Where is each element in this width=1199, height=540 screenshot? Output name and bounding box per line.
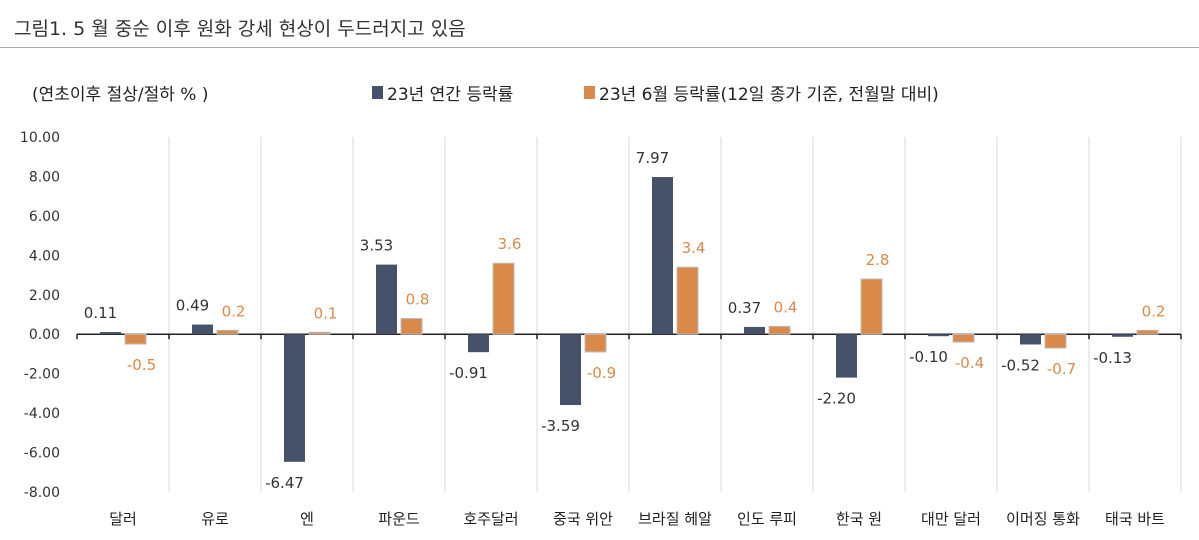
bar-annual xyxy=(836,334,857,378)
data-label: -0.5 xyxy=(127,356,156,374)
y-tick-label: 2.00 xyxy=(29,288,60,304)
data-label: 0.49 xyxy=(176,297,209,315)
bar-june xyxy=(952,333,975,343)
legend-swatch xyxy=(584,86,595,99)
data-label: 0.8 xyxy=(406,290,430,308)
data-label: 3.6 xyxy=(498,235,522,253)
bar-annual xyxy=(100,332,121,335)
y-axis-label: (연초이후 절상/절하 % ) xyxy=(32,85,209,105)
x-tick-label: 인도 루피 xyxy=(737,510,797,528)
bar-annual xyxy=(192,324,213,335)
legend-label: 23년 6월 등락률(12일 종가 기준, 전월말 대비) xyxy=(599,85,939,105)
data-label: 0.1 xyxy=(314,304,338,322)
bar-annual xyxy=(1112,334,1133,337)
data-label: -6.47 xyxy=(265,474,304,492)
bar-june xyxy=(492,262,515,335)
bar-annual xyxy=(560,334,581,406)
x-tick-label: 유로 xyxy=(201,510,229,528)
title-rule xyxy=(0,47,1199,48)
legend-item-annual: 23년 연간 등락률 xyxy=(372,80,513,105)
x-tick-label: 브라질 헤알 xyxy=(638,510,712,528)
bar-annual xyxy=(652,177,673,335)
bar-annual xyxy=(468,334,489,353)
data-label: -3.59 xyxy=(541,417,580,435)
data-label: -0.10 xyxy=(909,348,948,366)
bar-annual xyxy=(928,334,949,337)
x-tick-label: 한국 원 xyxy=(836,510,882,528)
x-tick-label: 이머징 통화 xyxy=(1006,510,1080,528)
bar-june xyxy=(400,317,423,335)
figure-title: 그림1. 5 월 중순 이후 원화 강세 현상이 두드러지고 있음 xyxy=(14,18,466,40)
data-label: -0.9 xyxy=(587,364,616,382)
bar-annual xyxy=(744,326,765,335)
y-tick-label: -2.00 xyxy=(24,367,60,383)
y-tick-label: -6.00 xyxy=(24,446,60,462)
data-label: -0.52 xyxy=(1001,356,1040,374)
bar-annual xyxy=(376,264,397,335)
y-tick-label: -8.00 xyxy=(24,485,60,501)
bar-june xyxy=(676,266,699,335)
bar-june xyxy=(860,278,883,335)
y-tick-label: 8.00 xyxy=(29,169,60,185)
x-tick-label: 호주달러 xyxy=(463,510,518,528)
bar-june xyxy=(308,331,331,335)
legend-label: 23년 연간 등락률 xyxy=(387,85,514,105)
bar-annual xyxy=(1020,334,1041,345)
x-tick-label: 엔 xyxy=(300,510,314,528)
data-label: 3.53 xyxy=(360,237,393,255)
x-tick-label: 달러 xyxy=(109,510,137,528)
data-label: -0.4 xyxy=(955,354,984,372)
bar-june xyxy=(768,325,791,335)
bar-june xyxy=(1044,333,1067,349)
data-label: -0.13 xyxy=(1093,349,1132,367)
bar-annual xyxy=(284,334,305,462)
y-tick-label: 6.00 xyxy=(29,209,60,225)
data-label: 3.4 xyxy=(682,239,706,257)
bar-june xyxy=(584,333,607,353)
bar-june xyxy=(124,333,147,345)
data-label: 7.97 xyxy=(636,149,669,167)
y-tick-label: 0.00 xyxy=(29,327,60,343)
x-tick-label: 태국 바트 xyxy=(1105,510,1165,528)
data-label: 2.8 xyxy=(866,251,890,269)
y-tick-label: -4.00 xyxy=(24,406,60,422)
y-tick-label: 4.00 xyxy=(29,248,60,264)
x-tick-label: 파운드 xyxy=(378,510,420,528)
data-label: -2.20 xyxy=(817,390,856,408)
legend-swatch xyxy=(372,86,383,99)
legend-item-june: 23년 6월 등락률(12일 종가 기준, 전월말 대비) xyxy=(584,80,939,105)
bar-june xyxy=(1136,329,1159,335)
data-label: -0.91 xyxy=(449,364,488,382)
data-label: 0.37 xyxy=(728,299,761,317)
x-tick-label: 중국 위안 xyxy=(553,510,613,528)
y-tick-label: 10.00 xyxy=(20,130,60,146)
data-label: 0.11 xyxy=(84,304,117,322)
bar-june xyxy=(216,329,239,335)
data-label: 0.2 xyxy=(222,302,246,320)
data-label: -0.7 xyxy=(1047,360,1076,378)
x-tick-label: 대만 달러 xyxy=(921,510,981,528)
data-label: 0.4 xyxy=(774,298,798,316)
data-label: 0.2 xyxy=(1142,302,1166,320)
